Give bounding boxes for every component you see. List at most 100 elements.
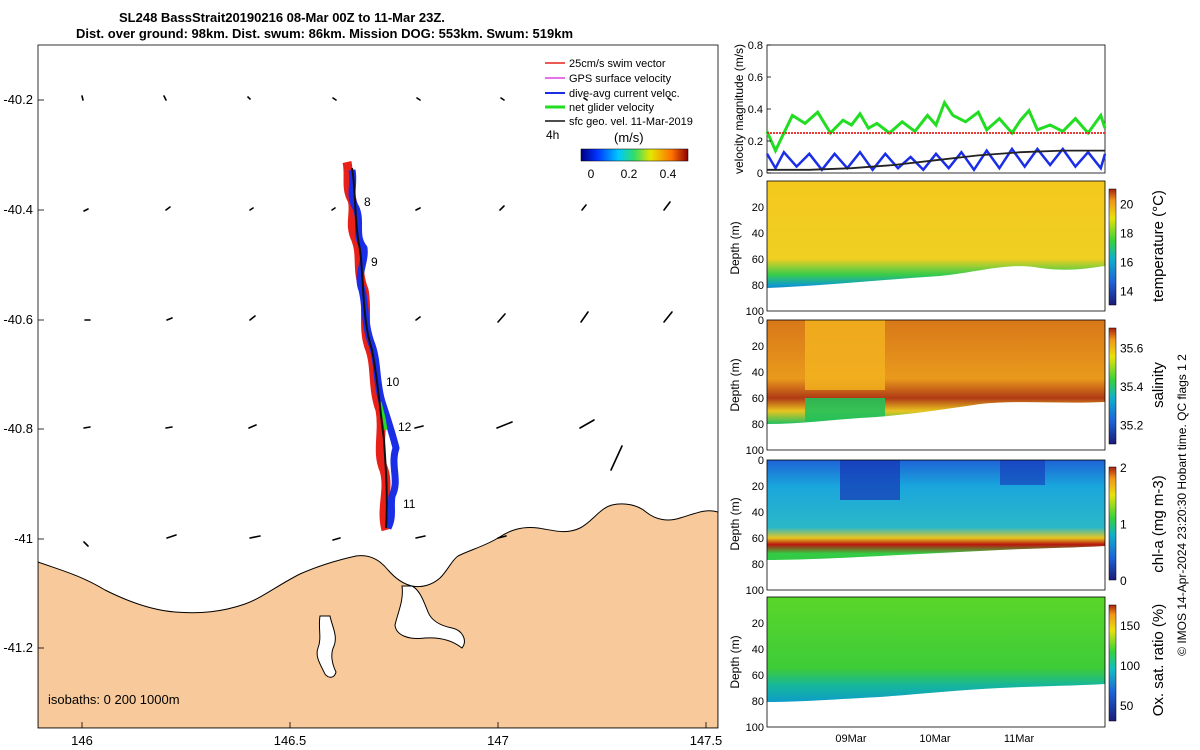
legend-entry: net glider velocity	[569, 102, 654, 114]
y-tick-label: 0.6	[748, 72, 763, 84]
colorbar-tick-label: 100	[1120, 659, 1140, 673]
colorbar-tick: 0.2	[621, 167, 638, 181]
seafloor-mask	[767, 684, 1105, 727]
depth-tick-label: 80	[752, 696, 764, 708]
speed-colorbar	[580, 148, 689, 162]
series-line-net	[765, 99, 1107, 155]
chla-clabel: chl-a (mg m-3)	[1150, 475, 1167, 573]
depth-tick-label: 80	[752, 559, 764, 571]
seafloor-mask	[767, 402, 1105, 450]
colorbar-tick-label: 0	[1120, 574, 1127, 588]
map-panel: 8 9 10 12 11 -40.2 -40.4 -40.6 -40.8 -41…	[3, 44, 722, 748]
lon-tick-label: 147	[487, 733, 509, 748]
time-tick-label: 09Mar	[835, 733, 867, 745]
river-channel	[316, 615, 337, 678]
lon-tick-label: 146.5	[274, 733, 307, 748]
dive-avg-current	[348, 169, 400, 530]
velocity-panel: 0 0.2 0.4 0.6 0.8 velocity magnitude (m/s)	[732, 40, 1107, 180]
colorbar-tick-label: 16	[1120, 256, 1134, 270]
depth-tick-label: 100	[746, 585, 764, 597]
depth-tick-label: 40	[752, 367, 764, 379]
lat-tick-label: -41.2	[3, 640, 33, 655]
time-tick-label: 10Mar	[919, 733, 951, 745]
series-line-diveavg	[765, 146, 1107, 173]
chla-colorbar	[1108, 466, 1117, 581]
depth-tick-label: 40	[752, 228, 764, 240]
lat-tick-label: -40.8	[3, 421, 33, 436]
legend-entry: sfc geo. vel. 11-Mar-2019	[569, 116, 693, 128]
depth-tick-label: 60	[752, 254, 764, 266]
colorbar-tick: 0.4	[660, 167, 677, 181]
surface-track	[351, 167, 388, 529]
tamar-estuary	[394, 585, 465, 649]
lat-tick-label: -40.6	[3, 312, 33, 327]
salinity-clabel: salinity	[1150, 362, 1167, 408]
day-label: 8	[364, 195, 371, 209]
net-glider-velocity	[378, 401, 388, 431]
depth-tick-label: 20	[752, 202, 764, 214]
y-tick-label: 0.2	[748, 136, 763, 148]
depth-tick-label: 100	[746, 445, 764, 457]
colorbar-tick-label: 50	[1120, 699, 1134, 713]
time-tick-label: 11Mar	[1004, 733, 1035, 745]
sfc-geo-velocity-field	[81, 95, 673, 547]
y-tick-label: 0.4	[748, 104, 763, 116]
depth-tick-label: 40	[752, 644, 764, 656]
day-label: 12	[398, 420, 412, 434]
legend-entry: GPS surface velocity	[569, 73, 672, 85]
chla-ylabel: Depth (m)	[728, 497, 742, 550]
colorbar-tick-label: 20	[1120, 198, 1134, 212]
colorbar-tick: 0	[588, 167, 595, 181]
temperature-panel: Depth (m) temperature (°C)	[728, 180, 1167, 312]
glider-track	[342, 160, 400, 532]
y-tick-label: 0	[757, 168, 763, 180]
oxygen-panel: Depth (m) Ox. sat. ratio (%)	[728, 596, 1167, 728]
salinity-colorbar	[1108, 327, 1117, 445]
colorbar-tick-label: 35.2	[1120, 419, 1144, 433]
depth-tick-label: 60	[752, 533, 764, 545]
depth-tick-label: 100	[746, 306, 764, 318]
oxygen-ylabel: Depth (m)	[728, 635, 742, 688]
colorbar-tick-label: 35.4	[1120, 380, 1144, 394]
lat-tick-label: -40.4	[3, 202, 33, 217]
depth-tick-label: 20	[752, 481, 764, 493]
day-label: 10	[386, 375, 400, 389]
footer-credit: © IMOS 14-Apr-2024 23:20:30 Hobart time.…	[1175, 354, 1189, 656]
day-label: 11	[403, 497, 416, 511]
map-legend: 25cm/s swim vector GPS surface velocity …	[545, 58, 693, 181]
colorbar-tick-label: 1	[1120, 518, 1127, 532]
temperature-ylabel: Depth (m)	[728, 221, 742, 274]
colorbar-tick-label: 2	[1120, 461, 1127, 475]
tasmania-coastline	[38, 503, 718, 728]
salinity-panel: Depth (m) salinity	[728, 319, 1167, 451]
legend-4h-label: 4h	[546, 128, 559, 142]
colorbar-tick-label: 35.6	[1120, 341, 1144, 355]
seafloor-mask	[767, 266, 1105, 311]
figure-title-line2: Dist. over ground: 98km. Dist. swum: 86k…	[76, 26, 574, 41]
y-tick-label: 0.8	[748, 40, 763, 52]
oxygen-clabel: Ox. sat. ratio (%)	[1150, 604, 1167, 717]
depth-tick-label: 80	[752, 419, 764, 431]
lon-tick-label: 146	[71, 733, 93, 748]
depth-tick-label: 0	[758, 455, 764, 467]
depth-tick-label: 20	[752, 341, 764, 353]
depth-tick-label: 60	[752, 393, 764, 405]
depth-tick-label: 0	[758, 315, 764, 327]
lat-tick-label: -40.2	[3, 92, 33, 107]
legend-entry: dive-avg current veloc.	[569, 88, 680, 100]
temperature-colorbar	[1108, 188, 1117, 306]
legend-entry: 25cm/s swim vector	[569, 58, 666, 70]
lat-tick-label: -41	[14, 531, 33, 546]
day-label: 9	[371, 255, 378, 269]
colorbar-tick-label: 18	[1120, 227, 1134, 241]
temperature-clabel: temperature (°C)	[1150, 190, 1167, 302]
colorbar-tick-label: 14	[1120, 285, 1134, 299]
depth-tick-label: 100	[746, 722, 764, 734]
depth-tick-label: 60	[752, 670, 764, 682]
velocity-ylabel: velocity magnitude (m/s)	[732, 44, 746, 174]
oxygen-colorbar	[1108, 604, 1117, 722]
depth-tick-label: 80	[752, 280, 764, 292]
series-line-sfc	[767, 149, 1105, 171]
salinity-ylabel: Depth (m)	[728, 358, 742, 411]
